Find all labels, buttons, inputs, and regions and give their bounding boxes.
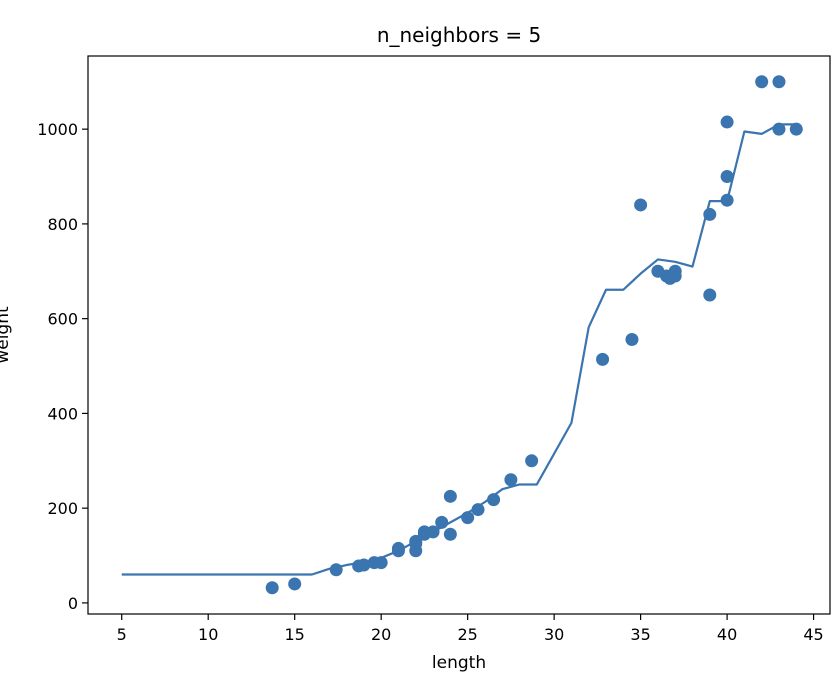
x-tick-label: 25 — [457, 625, 477, 644]
scatter-point — [789, 122, 803, 136]
x-tick-label: 10 — [198, 625, 218, 644]
y-axis-label: weight — [0, 306, 13, 364]
x-tick-label: 5 — [117, 625, 127, 644]
x-tick-label: 45 — [803, 625, 823, 644]
scatter-point — [772, 75, 786, 89]
x-tick-label: 40 — [717, 625, 737, 644]
scatter-point — [471, 503, 485, 517]
scatter-point — [634, 198, 648, 212]
x-tick-label: 15 — [285, 625, 305, 644]
scatter-point — [596, 352, 610, 366]
scatter-point — [487, 493, 501, 507]
y-tick-label: 800 — [47, 215, 78, 234]
scatter-point — [525, 454, 539, 468]
scatter-point — [288, 577, 302, 591]
scatter-point — [443, 489, 457, 503]
scatter-point — [625, 333, 639, 347]
y-tick-label: 400 — [47, 404, 78, 423]
scatter-point — [720, 115, 734, 129]
y-tick-label: 0 — [68, 594, 78, 613]
scatter-point — [668, 269, 682, 283]
prediction-line — [121, 123, 797, 576]
scatter-point — [443, 527, 457, 541]
x-tick-label: 35 — [630, 625, 650, 644]
scatter-point — [720, 170, 734, 184]
x-tick-label: 30 — [544, 625, 564, 644]
scatter-point — [504, 473, 518, 487]
x-tick-label: 20 — [371, 625, 391, 644]
axes-frame — [87, 55, 831, 615]
y-tick-label: 1000 — [37, 120, 78, 139]
y-tick-label: 600 — [47, 310, 78, 329]
x-ticks: 5 10 15 20 25 30 35 40 45 — [117, 614, 824, 644]
scatter-point — [755, 75, 769, 89]
series-layer — [121, 75, 803, 595]
scatter-point — [703, 288, 717, 302]
y-tick-label: 200 — [47, 499, 78, 518]
chart-title: n_neighbors = 5 — [377, 23, 541, 47]
y-ticks: 0 200 400 600 800 1000 — [37, 120, 88, 613]
scatter-point — [265, 581, 279, 595]
x-axis-label: length — [432, 653, 486, 673]
